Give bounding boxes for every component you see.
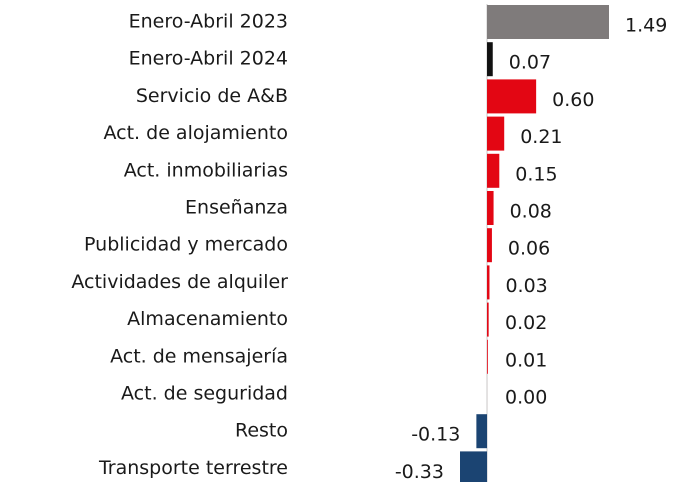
category-label: Enero-Abril 2023 <box>129 11 288 33</box>
value-label: -0.33 <box>395 461 444 482</box>
value-label: 0.00 <box>505 387 547 409</box>
category-label: Almacenamiento <box>127 308 288 330</box>
bar <box>487 79 537 114</box>
bar <box>487 153 500 188</box>
bar <box>487 265 490 300</box>
bar <box>487 5 609 39</box>
value-label: 0.08 <box>510 201 552 223</box>
value-label: 0.15 <box>515 163 557 185</box>
value-label: 0.01 <box>505 349 547 371</box>
category-label: Act. de seguridad <box>121 383 288 405</box>
bar <box>487 191 494 225</box>
category-label: Act. de mensajería <box>110 345 288 367</box>
value-label: 0.07 <box>509 52 551 74</box>
bar <box>487 228 492 263</box>
bar <box>460 451 488 482</box>
category-label: Servicio de A&B <box>136 85 288 107</box>
value-label: 0.03 <box>505 275 547 297</box>
category-label: Resto <box>235 420 288 442</box>
category-label: Act. de alojamiento <box>104 122 289 144</box>
value-label: 0.60 <box>552 89 594 111</box>
value-label: 1.49 <box>625 15 667 37</box>
category-label: Enseñanza <box>185 197 288 219</box>
value-label: -0.13 <box>411 424 460 446</box>
bar <box>487 302 489 337</box>
bar <box>487 42 493 77</box>
bar <box>476 414 488 449</box>
category-label: Publicidad y mercado <box>84 234 288 256</box>
category-label: Transporte terrestre <box>98 457 288 479</box>
value-label: 0.06 <box>508 238 550 260</box>
category-label: Actividades de alquiler <box>71 271 288 293</box>
bar <box>487 116 505 151</box>
bar <box>487 339 488 374</box>
category-label: Enero-Abril 2024 <box>129 48 288 70</box>
value-label: 0.02 <box>505 312 547 334</box>
category-label: Act. inmobiliarias <box>124 159 288 181</box>
value-label: 0.21 <box>520 126 562 148</box>
